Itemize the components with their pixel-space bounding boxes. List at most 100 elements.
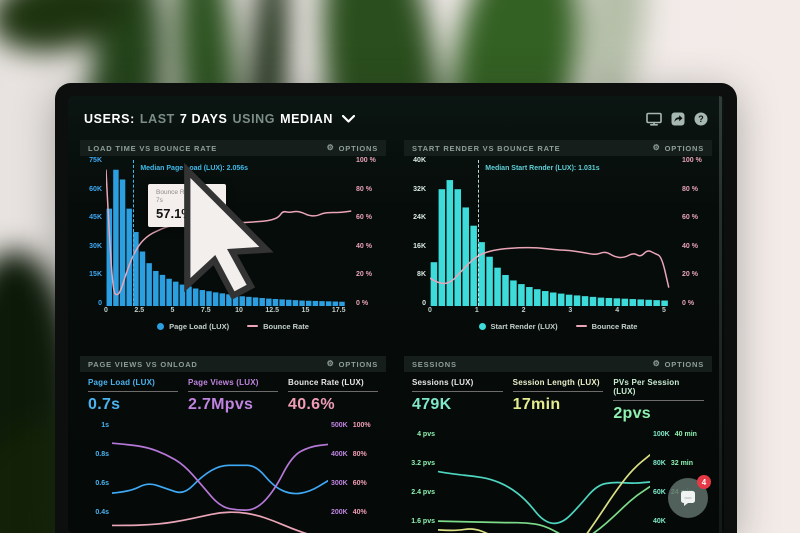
metric-page-views: Page Views (LUX) 2.7Mpvs [188,378,278,414]
y-tick: 4 pvs [417,431,435,438]
x-tick: 1 [474,307,479,314]
metric-value: 2pvs [613,405,651,422]
gear-icon: ⚙ [652,143,661,152]
y-tick: 0.8s [95,451,109,458]
y-tick: 40 % [682,242,698,250]
legend-item: Bounce Rate [575,321,638,331]
y-tick: 500K [331,422,348,429]
legend-item: Start Render (LUX) [478,321,558,331]
metric-label: Page Load (LUX) [88,378,178,392]
panel-header: LOAD TIME VS BOUNCE RATE ⚙ OPTIONS [80,140,386,156]
legend-dash-icon [247,324,259,328]
gear-icon: ⚙ [326,359,335,368]
metric-label: Sessions (LUX) [412,378,503,392]
panel-start-render: START RENDER VS BOUNCE RATE ⚙ OPTIONS 40… [404,140,712,352]
y-tick: 0 [422,299,426,307]
load-time-chart[interactable]: Median Page Load (LUX): 2.056s Bounce Ra… [106,160,352,306]
panel-title: LOAD TIME VS BOUNCE RATE [88,143,218,153]
y-tick: 60 % [682,214,698,222]
y-tick: 40 % [356,242,372,250]
metric-value: 0.7s [88,396,121,413]
options-button[interactable]: ⚙ OPTIONS [327,360,378,369]
page-views-chart[interactable] [112,422,328,533]
mouse-cursor-icon [184,162,274,300]
legend-label: Start Render (LUX) [490,321,558,331]
start-render-histogram [430,180,678,306]
panel-page-views: PAGE VIEWS VS ONLOAD ⚙ OPTIONS Page Load… [80,356,386,533]
tooltip-value: 57.1% [156,206,193,222]
help-icon[interactable]: ? [694,112,708,126]
dashboard-header: USERS: LAST 7 DAYS USING MEDIAN ? [68,96,724,136]
sessions-chart[interactable] [438,431,650,533]
x-tick: 10 [235,307,243,314]
y-tick: 15K [89,271,102,279]
y-tick: 32 min [670,460,694,467]
y-tick: 3.2 pvs [411,460,435,467]
filter-dropdown[interactable]: USERS: LAST 7 DAYS USING MEDIAN [84,112,355,126]
chat-widget-button[interactable]: 4 [668,475,711,518]
sessions-lines [438,431,650,533]
y-tick: 400K [331,451,348,458]
display-icon[interactable] [646,112,662,126]
laptop: USERS: LAST 7 DAYS USING MEDIAN ? [55,83,737,533]
metric-row: Page Load (LUX) 0.7s Page Views (LUX) 2.… [80,372,386,414]
y-tick: 75K [89,157,102,164]
x-tick: 2.5 [134,307,145,314]
metric-value: 2.7Mpvs [188,396,254,413]
y-tick: 45K [89,214,102,222]
options-label: OPTIONS [664,359,704,369]
tooltip-subtitle: 7s [156,197,163,205]
x-tick: 5 [170,307,175,314]
metric-label: Bounce Rate (LUX) [288,378,378,392]
gear-icon: ⚙ [326,143,335,152]
y-tick: 100% [352,422,371,429]
metric-label: Session Length (LUX) [512,378,604,392]
median-label: Median Page Load (LUX): 2.056s [140,165,249,172]
metric-value: 17min [512,396,561,413]
x-tick: 4 [615,307,620,314]
legend-label: Bounce Rate [591,321,638,331]
legend-dot-icon [478,322,486,330]
header-users-label: USERS: [84,112,135,126]
y-axis-right: 100 % 80 % 60 % 40 % 20 % 0 % [678,157,712,307]
chat-bubble-icon [681,491,695,506]
x-tick: 3 [568,307,573,314]
svg-text:?: ? [698,114,704,124]
x-tick: 0 [428,307,432,314]
y-tick: 200K [331,509,348,516]
options-button[interactable]: ⚙ OPTIONS [653,144,704,153]
header-using-label: USING [232,112,276,126]
options-button[interactable]: ⚙ OPTIONS [327,144,378,153]
y-tick: 0 % [356,299,369,307]
metric-sessions: Sessions (LUX) 479K [412,378,503,423]
y-tick: 16K [413,242,426,250]
y-axis-right: 500K 100% 400K 80% 300K 60% 200K 40% [328,422,386,533]
median-line [133,160,135,306]
y-axis-left: 4 pvs 3.2 pvs 2.4 pvs 1.6 pvs [404,431,438,533]
x-tick: 17.5 [331,307,346,314]
gear-icon: ⚙ [652,359,661,368]
y-tick: 60% [352,480,367,487]
y-tick: 60K [653,489,666,496]
y-tick: 0.6s [95,480,109,487]
metric-label: Page Views (LUX) [188,378,278,392]
panel-title: START RENDER VS BOUNCE RATE [412,143,561,153]
start-render-chart[interactable]: Median Start Render (LUX): 1.031s [430,160,678,306]
options-label: OPTIONS [664,143,704,153]
share-icon[interactable] [671,112,685,126]
options-button[interactable]: ⚙ OPTIONS [653,360,704,369]
legend-item: Bounce Rate [247,322,309,331]
header-icons: ? [646,112,708,126]
y-axis-left: 40K 32K 24K 16K 8K 0 [404,157,430,307]
metric-page-load: Page Load (LUX) 0.7s [88,378,178,414]
chevron-down-icon[interactable] [342,115,355,123]
y-tick: 40% [352,509,367,516]
y-tick: 80 % [682,185,698,193]
y-tick: 2.4 pvs [411,489,435,496]
median-label: Median Start Render (LUX): 1.031s [485,165,600,172]
y-tick: 60K [89,185,102,193]
y-tick: 24K [413,214,426,222]
x-tick: 5 [662,307,666,314]
metric-bounce-rate: Bounce Rate (LUX) 40.6% [288,378,378,414]
y-axis-left: 75K 60K 45K 30K 15K 0 [80,157,106,307]
